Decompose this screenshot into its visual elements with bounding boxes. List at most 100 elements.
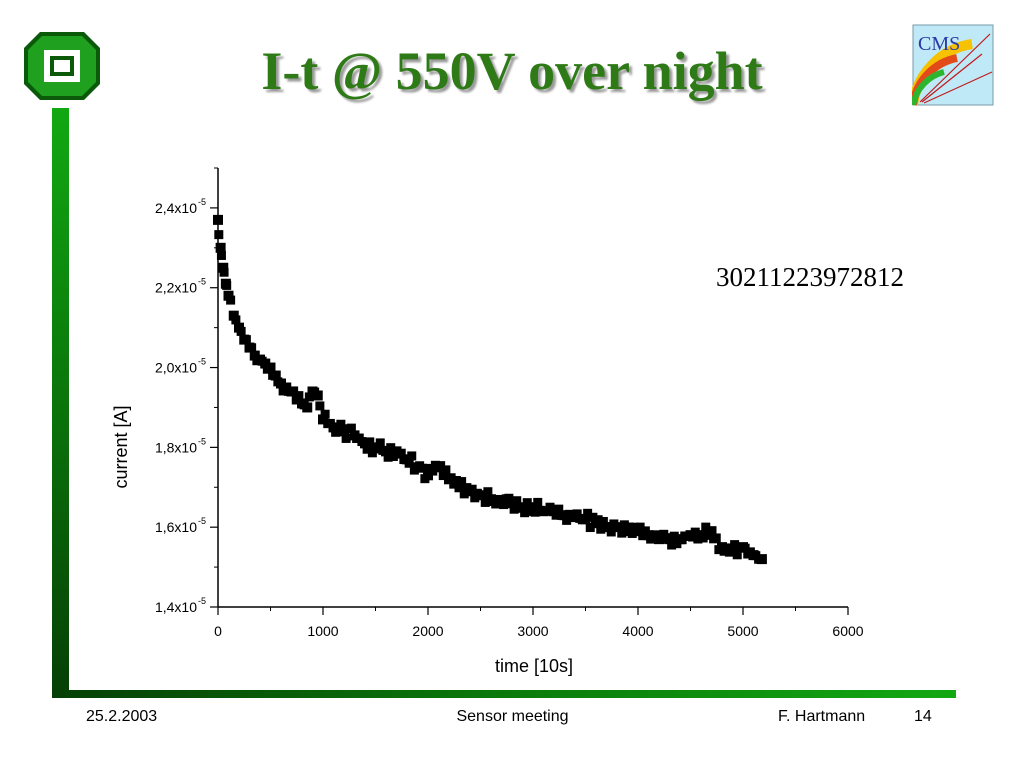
data-point [231,315,241,325]
data-point [213,214,223,225]
data-point [732,550,742,560]
data-point [318,414,328,425]
university-logo [24,32,100,100]
footer-event: Sensor meeting [456,708,569,725]
data-point [226,295,236,305]
data-point [551,510,561,520]
data-point [577,515,587,525]
data-point [493,494,503,504]
data-point [388,451,398,461]
data-point [241,335,251,345]
data-point [714,545,724,555]
data-point [346,423,356,433]
data-point [745,547,755,557]
y-tick-label: 1,6x10 [155,519,197,535]
data-point [509,504,519,514]
data-point [299,400,309,410]
footer-author: F. Hartmann [778,708,866,725]
data-point [507,498,517,509]
y-tick-exponent: -5 [198,436,206,446]
data-point [470,493,480,503]
slide-title: I-t @ 550V over night [261,41,763,101]
data-point [459,489,469,499]
bottom-decor-bar [52,690,956,698]
x-tick-label: 5000 [727,623,758,639]
data-point [451,475,461,485]
data-point [522,498,532,508]
y-tick-exponent: -5 [198,596,206,606]
y-tick-exponent: -5 [198,357,206,367]
data-point [562,515,572,525]
cms-logo-text: CMS [918,33,960,55]
y-tick-exponent: -5 [198,277,206,287]
data-point [533,497,543,507]
data-point [682,531,692,541]
data-point [357,437,367,447]
data-point [598,516,608,526]
data-point [252,356,262,366]
footer-date: 25.2.2003 [86,708,158,725]
data-point [294,391,304,401]
data-point [635,522,645,532]
data-point [701,522,711,532]
data-point [386,443,396,453]
data-point [441,465,451,475]
data-point [617,528,627,538]
data-point [365,437,375,447]
data-point [310,387,320,397]
data-point [520,508,530,518]
y-tick-label: 1,4x10 [155,599,197,615]
data-point [467,484,477,494]
data-point [404,458,414,468]
data-point [754,554,764,564]
x-tick-label: 6000 [832,623,863,639]
data-point [619,520,629,530]
data-point [325,418,335,428]
data-point [417,463,427,473]
data-point [672,539,682,549]
data-point [545,502,555,512]
data-point [396,448,406,458]
data-point [554,504,564,514]
data-point [585,523,595,533]
data-point [627,528,637,538]
data-point [491,499,501,509]
x-tick-label: 3000 [517,623,548,639]
y-axis-label: current [A] [111,405,131,488]
data-point [454,482,465,493]
data-point [735,543,745,553]
data-point [320,409,330,419]
data-point [383,452,393,462]
data-point [499,500,509,510]
data-point [333,424,343,434]
data-point [596,524,606,534]
y-tick-exponent: -5 [198,197,206,207]
data-point [283,386,293,396]
data-point [556,510,566,520]
data-point [216,250,226,260]
data-point [535,505,545,515]
data-point [409,465,419,475]
data-point [457,477,467,487]
data-point [711,533,721,543]
data-point [446,473,456,483]
data-point [572,509,582,519]
cms-logo: CMS [912,24,994,106]
y-tick-label: 2,4x10 [155,200,197,216]
data-point [378,445,388,455]
data-point [651,530,661,540]
data-point [567,513,577,523]
data-point [614,522,624,532]
data-point [407,451,417,461]
data-point [341,433,351,443]
data-point [638,531,648,541]
data-point [593,515,603,525]
data-point [289,386,299,396]
data-point [724,547,734,557]
data-point [630,522,640,532]
data-point [480,497,490,507]
data-point [483,487,493,497]
data-point [215,242,226,253]
data-point [339,426,349,437]
